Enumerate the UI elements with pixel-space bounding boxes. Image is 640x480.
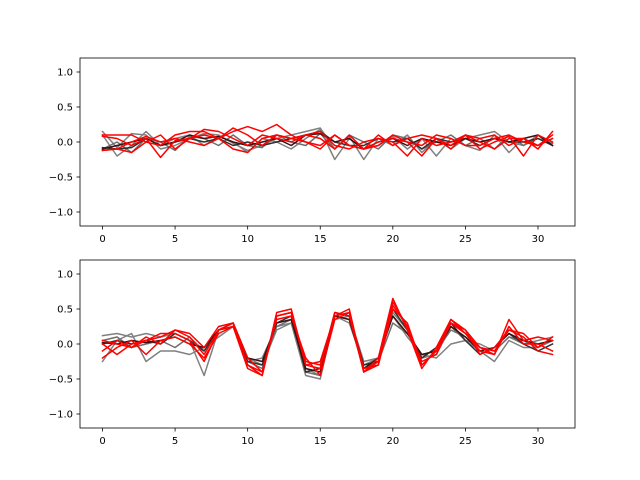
x-tick-label: 15 <box>314 436 327 447</box>
x-tick-label: 30 <box>532 234 545 245</box>
bottom-subplot: 0 5 10 15 20 25 30 −1.0 −0.5 0.0 0.5 1.0 <box>49 259 576 447</box>
y-tick-label: 1.0 <box>57 270 73 281</box>
series-group <box>101 123 554 161</box>
y-tick-label: 1.0 <box>57 68 73 79</box>
series-group <box>101 297 554 380</box>
x-tick-label: 10 <box>241 436 254 447</box>
y-tick-label: −1.0 <box>49 410 73 421</box>
x-tick-label: 15 <box>314 234 327 245</box>
y-tick-label: −1.0 <box>49 208 73 219</box>
x-tick-label: 5 <box>172 436 178 447</box>
y-tick-label: 0.5 <box>57 305 73 316</box>
x-tick-label: 0 <box>99 436 105 447</box>
x-tick-label: 20 <box>386 234 399 245</box>
y-tick-label: 0.0 <box>57 138 73 149</box>
series-line-8 <box>101 127 554 157</box>
x-tick-label: 10 <box>241 234 254 245</box>
y-tick-label: −0.5 <box>49 173 73 184</box>
x-tick-label: 20 <box>386 436 399 447</box>
x-tick-label: 30 <box>532 436 545 447</box>
y-tick-label: 0.0 <box>57 340 73 351</box>
series-line-5 <box>101 128 554 159</box>
series-line-7 <box>101 308 554 377</box>
series-line-7 <box>101 134 554 154</box>
x-tick-label: 0 <box>99 234 105 245</box>
series-line-8 <box>101 304 554 377</box>
top-subplot: 0 5 10 15 20 25 30 −1.0 −0.5 0.0 0.5 1.0 <box>49 57 576 245</box>
y-tick-label: −0.5 <box>49 375 73 386</box>
x-tick-label: 5 <box>172 234 178 245</box>
x-tick-label: 25 <box>459 436 472 447</box>
y-tick-label: 0.5 <box>57 103 73 114</box>
x-tick-label: 25 <box>459 234 472 245</box>
series-line-6 <box>101 123 554 157</box>
